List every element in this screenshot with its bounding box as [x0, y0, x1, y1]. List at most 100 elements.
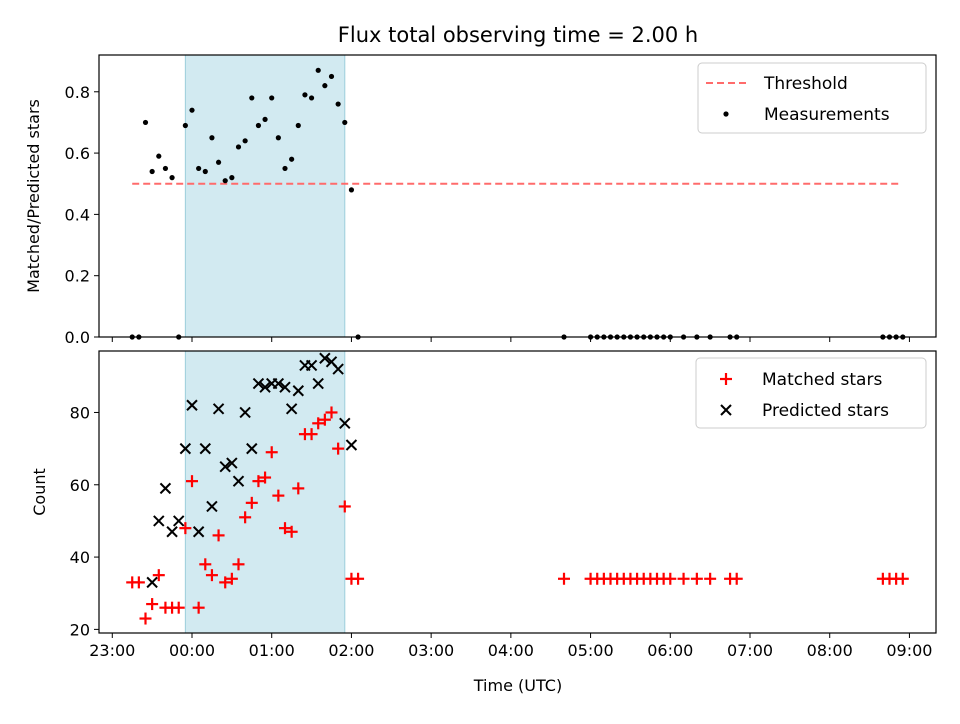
- measurement-point: [342, 119, 348, 126]
- matched-stars-point: [139, 612, 152, 625]
- measurement-point: [255, 122, 262, 129]
- predicted-stars-point: [166, 526, 178, 538]
- matched-stars-point: [352, 572, 365, 585]
- x-tick-label: 00:00: [169, 641, 215, 660]
- matched-stars-point: [325, 406, 338, 419]
- matched-stars-point: [172, 601, 185, 614]
- matched-stars-point: [179, 522, 192, 535]
- matched-stars-point: [225, 572, 238, 585]
- matched-stars-point: [312, 417, 325, 430]
- predicted-stars-point: [312, 377, 324, 390]
- measurement-point: [322, 83, 328, 89]
- measurement-point: [202, 168, 208, 175]
- measurement-point: [235, 144, 242, 150]
- bottom-y-tick-label: 80: [70, 403, 90, 422]
- matched-stars-point: [152, 569, 165, 582]
- measurement-point: [269, 95, 275, 101]
- matched-stars-point: [212, 529, 225, 542]
- predicted-stars-point: [305, 359, 318, 372]
- legend-predicted-swatch: [720, 404, 732, 416]
- predicted-stars-point: [206, 500, 218, 513]
- x-tick-label: 04:00: [488, 641, 534, 660]
- top-panel: 0.00.20.40.60.8 Matched/Predicted stars …: [24, 54, 937, 347]
- predicted-stars-point: [173, 515, 185, 527]
- measurement-point: [275, 135, 281, 141]
- bottom-y-axis-label: Count: [30, 468, 49, 516]
- measurement-point: [169, 175, 175, 181]
- predicted-stars-point: [272, 377, 285, 390]
- matched-stars-point: [252, 475, 265, 488]
- matched-stars-point: [896, 572, 909, 585]
- measurement-point: [308, 95, 315, 101]
- predicted-stars-point: [146, 576, 158, 589]
- bottom-axes-frame: [98, 350, 937, 634]
- matched-stars-point: [704, 572, 717, 585]
- measurement-point: [302, 92, 308, 98]
- x-tick-label: 08:00: [807, 641, 853, 660]
- x-tick-label: 23:00: [89, 641, 135, 660]
- measurement-point: [229, 175, 235, 181]
- matched-stars-point: [259, 471, 272, 484]
- matched-stars-point: [186, 475, 198, 488]
- legend-threshold-label: Threshold: [763, 74, 848, 94]
- measurement-point: [315, 67, 321, 73]
- top-y-axis-label: Matched/Predicted stars: [24, 99, 43, 293]
- measurement-point: [156, 153, 162, 159]
- x-tick-label: 06:00: [647, 641, 693, 660]
- predicted-stars-point: [186, 399, 198, 411]
- predicted-stars-point: [252, 377, 265, 390]
- x-tick-label: 02:00: [328, 641, 374, 660]
- matched-stars-point: [205, 569, 218, 582]
- bottom-observing-window: [184, 350, 346, 634]
- measurement-point: [249, 95, 255, 101]
- measurement-point: [162, 165, 169, 172]
- measurement-point: [282, 165, 288, 172]
- matched-stars-point: [239, 511, 252, 524]
- legend-matched-label: Matched stars: [762, 370, 882, 390]
- matched-stars-point: [338, 500, 351, 513]
- chart-title: Flux total observing time = 2.00 h: [338, 23, 698, 47]
- matched-stars-point: [279, 522, 291, 535]
- measurement-point: [196, 165, 202, 172]
- matched-stars-point: [332, 442, 345, 455]
- top-y-tick-label: 0.2: [65, 267, 90, 286]
- top-y-tick-label: 0.4: [65, 205, 90, 224]
- predicted-stars-point: [345, 439, 358, 451]
- matched-stars-point: [285, 525, 298, 538]
- predicted-stars-point: [319, 352, 331, 364]
- predicted-stars-point: [292, 385, 304, 397]
- predicted-stars-point: [339, 417, 351, 430]
- predicted-stars-point: [192, 526, 205, 538]
- matched-stars-point: [199, 558, 212, 571]
- measurement-point: [182, 122, 188, 129]
- predicted-stars-point: [232, 475, 245, 487]
- measurement-point: [149, 168, 155, 175]
- top-y-tick-label: 0.0: [65, 328, 90, 347]
- x-tick-label: 05:00: [568, 641, 614, 660]
- predicted-stars-point: [226, 457, 238, 469]
- measurement-point: [209, 135, 215, 141]
- predicted-stars-point: [332, 363, 344, 375]
- matched-stars-point: [305, 428, 318, 441]
- predicted-stars-point: [285, 403, 298, 415]
- measurement-point: [142, 119, 149, 126]
- predicted-stars-point: [179, 442, 192, 455]
- matched-stars-point: [664, 572, 677, 585]
- measurement-point: [335, 101, 341, 107]
- matched-stars-point: [232, 558, 245, 571]
- matched-stars-point: [558, 572, 570, 585]
- top-y-tick-label: 0.6: [65, 144, 90, 163]
- measurement-point: [189, 107, 195, 113]
- top-y-tick-label: 0.8: [65, 83, 90, 102]
- matched-stars-point: [272, 489, 285, 502]
- predicted-stars-point: [153, 515, 165, 527]
- matched-stars-point: [132, 576, 145, 589]
- matched-stars-point: [292, 482, 305, 495]
- predicted-stars-point: [199, 442, 211, 455]
- matched-stars-point: [690, 572, 703, 585]
- bottom-panel: 20 40 60 80 23:00 00:00 01:00 02:00 03:00 04:00 0…: [30, 350, 937, 695]
- bottom-y-tick-label: 60: [70, 476, 90, 495]
- x-tick-label: 03:00: [408, 641, 454, 660]
- legend-measurements-swatch: [723, 111, 729, 117]
